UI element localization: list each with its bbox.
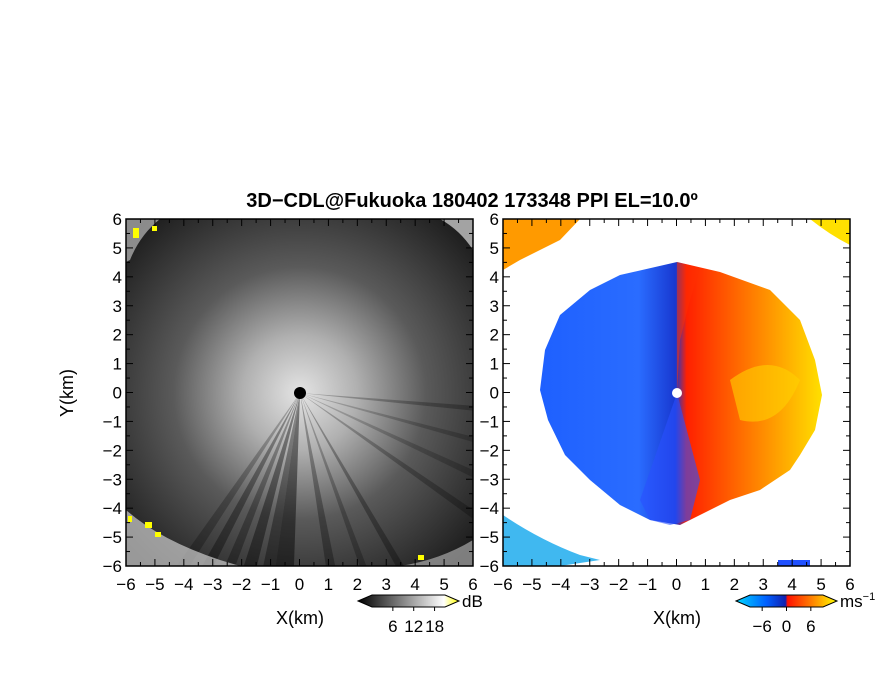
- reflectivity-colorbar-bar: [356, 594, 461, 608]
- radar-site-marker: [294, 387, 306, 399]
- colorbar-tick-label: −6: [752, 617, 771, 636]
- left-y-axis-label: Y(km): [57, 369, 77, 417]
- shadow-ray: [224, 393, 300, 566]
- y-tick-label: 0: [490, 384, 499, 403]
- velocity-clutter-top-right: [810, 219, 850, 245]
- x-tick-label: 2: [353, 575, 362, 594]
- left-x-axis-label: X(km): [276, 608, 324, 628]
- velocity-clutter-bottom-left: [503, 515, 600, 566]
- velocity-colorbar-ticks: −6 0 6: [752, 607, 816, 636]
- x-tick-label: 5: [439, 575, 448, 594]
- y-tick-label: −3: [480, 470, 499, 489]
- x-tick-label: 1: [701, 575, 710, 594]
- velocity-colorbar-unit: ms−1: [840, 591, 875, 611]
- x-tick-label: 5: [816, 575, 825, 594]
- y-tick-label: −1: [480, 412, 499, 431]
- x-tick-label: −3: [203, 575, 222, 594]
- y-tick-label: −2: [103, 441, 122, 460]
- y-tick-label: −4: [103, 499, 122, 518]
- right-axis-ticks: [502, 218, 851, 567]
- y-tick-label: 4: [490, 268, 499, 287]
- y-tick-label: −5: [480, 528, 499, 547]
- x-tick-label: 6: [845, 575, 854, 594]
- colorbar-tick-label: 0: [782, 617, 791, 636]
- x-tick-label: 4: [410, 575, 419, 594]
- x-tick-label: −4: [551, 575, 570, 594]
- y-tick-label: 4: [113, 268, 122, 287]
- colorbar-tick-label: 18: [425, 617, 444, 636]
- colorbar-tick-label: 6: [388, 617, 397, 636]
- right-y-tick-labels: 6 5 4 3 2 1 0 −1 −2 −3 −4 −5 −6: [480, 210, 499, 576]
- x-tick-label: 6: [468, 575, 477, 594]
- x-tick-label: −6: [116, 575, 135, 594]
- reflectivity-colorbar: 6 12 18 dB: [356, 592, 483, 636]
- y-tick-label: −4: [480, 499, 499, 518]
- y-tick-label: 5: [113, 239, 122, 258]
- left-axis-ticks: [125, 218, 474, 567]
- y-tick-label: 1: [113, 355, 122, 374]
- reflectivity-shadow-rays: [176, 393, 473, 566]
- x-tick-label: −1: [261, 575, 280, 594]
- y-tick-label: 6: [113, 210, 122, 229]
- x-tick-label: 4: [787, 575, 796, 594]
- left-y-tick-labels: 6 5 4 3 2 1 0 −1 −2 −3 −4 −5 −6: [103, 210, 122, 576]
- x-tick-label: 0: [672, 575, 681, 594]
- x-tick-label: −5: [522, 575, 541, 594]
- y-tick-label: −5: [103, 528, 122, 547]
- chart-title: 3D−CDL@Fukuoka 180402 173348 PPI EL=10.0…: [246, 190, 698, 212]
- x-tick-label: −5: [145, 575, 164, 594]
- x-tick-label: −1: [638, 575, 657, 594]
- velocity-colorbar-unit-base: ms: [840, 592, 863, 611]
- y-tick-label: 1: [490, 355, 499, 374]
- x-tick-label: −3: [580, 575, 599, 594]
- reflectivity-image: [126, 219, 473, 566]
- x-tick-label: 3: [759, 575, 768, 594]
- velocity-colorbar: −6 0 6 ms−1: [734, 591, 875, 636]
- x-tick-label: 0: [295, 575, 304, 594]
- velocity-colorbar-unit-exponent: −1: [863, 591, 876, 603]
- velocity-radar-site-marker: [672, 388, 682, 398]
- x-tick-label: −2: [232, 575, 251, 594]
- colorbar-tick-label: 12: [404, 617, 423, 636]
- shadow-ray: [243, 393, 300, 566]
- y-tick-label: −6: [480, 557, 499, 576]
- x-tick-label: 2: [730, 575, 739, 594]
- y-tick-label: 6: [490, 210, 499, 229]
- right-x-tick-labels: −6 −5 −4 −3 −2 −1 0 1 2 3 4 5 6: [493, 575, 854, 594]
- x-tick-label: 1: [324, 575, 333, 594]
- y-tick-label: −3: [103, 470, 122, 489]
- x-tick-label: 3: [382, 575, 391, 594]
- reflectivity-colorbar-unit: dB: [462, 592, 483, 611]
- y-tick-label: −2: [480, 441, 499, 460]
- reflectivity-panel: −6 −5 −4 −3 −2 −1 0 1 2 3 4 5 6 6543210−1−2−3−4−5−6 …: [57, 210, 478, 628]
- x-tick-label: −4: [174, 575, 193, 594]
- reflectivity-corner-clutter: [126, 219, 473, 566]
- reflectivity-colorbar-ticks: 6 12 18: [388, 607, 444, 636]
- y-tick-label: −1: [103, 412, 122, 431]
- y-tick-label: 2: [490, 326, 499, 345]
- y-tick-label: −6: [103, 557, 122, 576]
- shadow-ray: [275, 393, 300, 566]
- y-tick-label: 5: [490, 239, 499, 258]
- right-x-axis-label: X(km): [653, 608, 701, 628]
- velocity-panel: −6 −5 −4 −3 −2 −1 0 1 2 3 4 5 6 6543210−1−2−3−4−5−6 …: [480, 210, 855, 628]
- x-tick-label: −2: [609, 575, 628, 594]
- y-tick-label: 2: [113, 326, 122, 345]
- shadow-ray: [300, 393, 404, 566]
- velocity-clutter-top-left: [503, 219, 580, 270]
- y-tick-label: 3: [113, 297, 122, 316]
- x-tick-label: −6: [493, 575, 512, 594]
- colorbar-tick-label: 6: [806, 617, 815, 636]
- y-tick-label: 0: [113, 384, 122, 403]
- left-x-tick-labels: −6 −5 −4 −3 −2 −1 0 1 2 3 4 5 6: [116, 575, 477, 594]
- velocity-colorbar-bar: [734, 594, 839, 608]
- y-tick-label: 3: [490, 297, 499, 316]
